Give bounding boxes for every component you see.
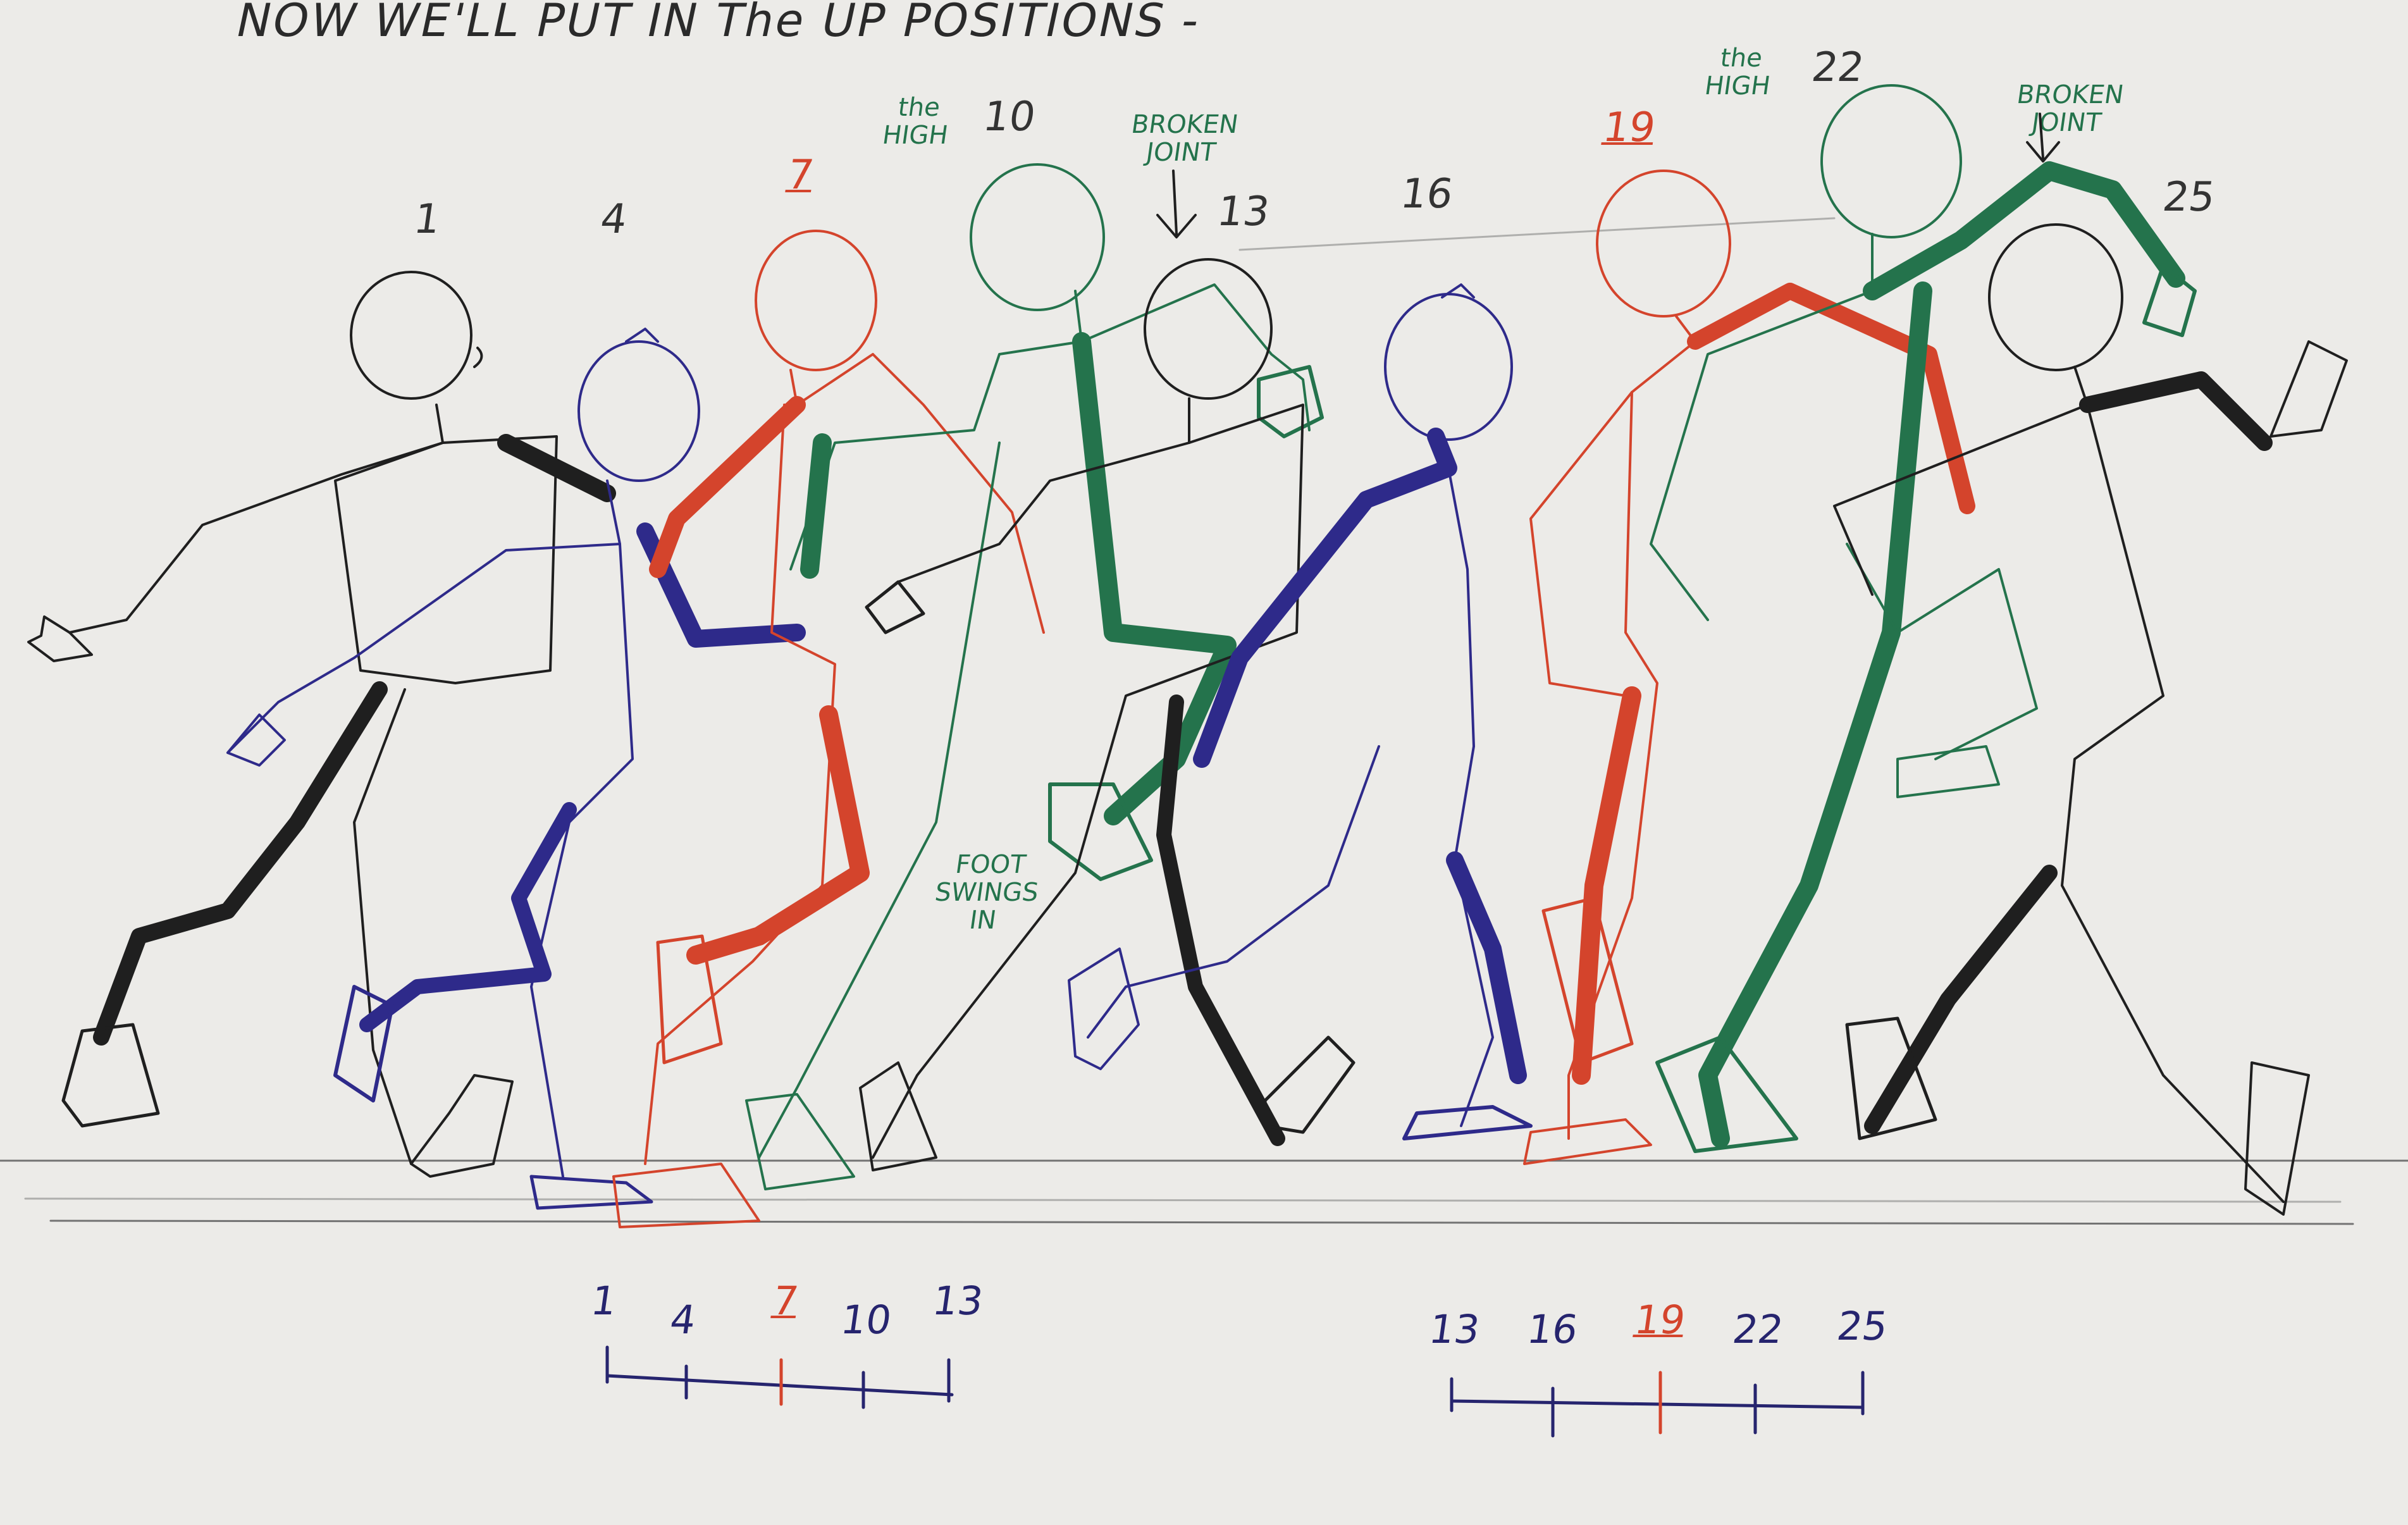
figure-frame-25 <box>1833 223 2348 1216</box>
timing-scale-2 <box>1450 1371 1865 1438</box>
figure-frame-4 <box>226 328 806 1210</box>
figure-frame-13 <box>859 258 1355 1171</box>
ground-lines <box>0 217 2408 1225</box>
figure-frame-10 <box>745 163 1324 1190</box>
figure-frame-19 <box>1523 170 1975 1165</box>
figure-frame-16 <box>1068 283 1533 1140</box>
figure-frame-22 <box>1650 84 2197 1153</box>
broken-joint-arrows <box>1156 113 2060 238</box>
figure-frame-1 <box>27 271 616 1178</box>
figure-frame-7 <box>612 230 1045 1228</box>
timing-scale-1 <box>605 1345 954 1409</box>
